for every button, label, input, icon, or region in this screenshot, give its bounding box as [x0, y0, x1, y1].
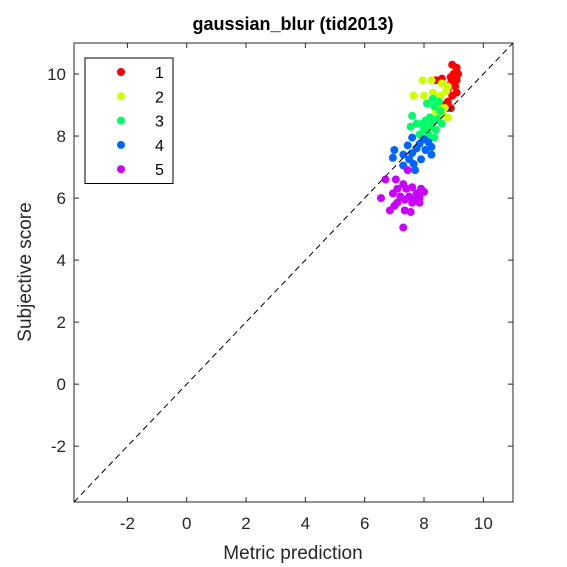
- data-point-series-3: [408, 111, 417, 120]
- data-point-series-2: [436, 91, 445, 100]
- data-point-series-2: [437, 79, 446, 88]
- data-point-series-4: [427, 142, 436, 151]
- x-tick-label: 10: [474, 514, 493, 533]
- data-point-series-2: [428, 88, 437, 97]
- data-point-series-2: [442, 87, 451, 96]
- legend-label-4: 4: [155, 138, 164, 155]
- data-point-series-5: [403, 166, 412, 175]
- data-point-series-5: [415, 198, 424, 207]
- y-tick-label: 4: [57, 251, 66, 270]
- x-tick-label: 8: [419, 514, 428, 533]
- data-point-series-1: [448, 91, 457, 100]
- axes-box: [73, 42, 514, 503]
- legend-label-5: 5: [155, 162, 164, 179]
- data-point-series-5: [388, 189, 397, 198]
- y-tick-label: 8: [57, 127, 66, 146]
- y-tick-label: 6: [57, 189, 66, 208]
- x-tick-label: 6: [360, 514, 369, 533]
- legend-marker-1: [117, 68, 125, 76]
- x-axis-label: Metric prediction: [223, 543, 362, 564]
- data-point-series-5: [399, 223, 408, 232]
- data-point-series-5: [385, 206, 394, 215]
- legend-marker-5: [117, 165, 125, 174]
- data-point-series-4: [390, 145, 399, 154]
- legend-marker-3: [117, 116, 125, 125]
- data-point-series-3: [412, 119, 421, 128]
- data-point-series-2: [409, 91, 418, 100]
- data-point-series-4: [388, 153, 397, 162]
- axes: -2 0 2 4 6 8 10 -2 0 2 4 6 8 10: [47, 42, 514, 533]
- legend-marker-4: [117, 140, 125, 149]
- x-tick-label: 2: [241, 514, 250, 533]
- legend-label-3: 3: [155, 114, 164, 131]
- data-point-series-1: [452, 76, 461, 85]
- x-tick-label: 0: [182, 514, 191, 533]
- data-point-series-2: [443, 113, 452, 122]
- data-point-series-5: [406, 208, 415, 217]
- data-point-series-3: [425, 122, 434, 131]
- data-point-series-5: [420, 187, 429, 196]
- data-point-series-5: [377, 194, 386, 203]
- data-points: [377, 60, 463, 232]
- data-point-series-1: [451, 82, 460, 91]
- data-point-series-4: [399, 150, 408, 159]
- data-point-series-4: [409, 159, 418, 168]
- legend: 1 2 3 4 5: [84, 57, 174, 184]
- data-point-series-4: [408, 133, 417, 142]
- x-tick-label: 4: [301, 514, 310, 533]
- x-tick-label: -2: [120, 514, 135, 533]
- data-point-series-3: [431, 125, 440, 134]
- data-point-series-3: [418, 119, 427, 128]
- data-point-series-1: [454, 70, 463, 79]
- legend-box: [84, 57, 174, 184]
- data-point-series-3: [428, 94, 437, 103]
- legend-label-2: 2: [155, 89, 164, 106]
- data-point-series-3: [437, 119, 446, 128]
- data-point-series-4: [417, 155, 426, 164]
- y-tick-label: -2: [51, 437, 66, 456]
- data-point-series-3: [406, 122, 415, 131]
- data-point-series-1: [452, 63, 461, 72]
- data-point-series-5: [402, 184, 411, 193]
- data-point-series-3: [430, 102, 439, 111]
- data-point-series-3: [436, 107, 445, 116]
- data-point-series-4: [411, 166, 420, 175]
- chart-title: gaussian_blur (tid2013): [192, 14, 393, 34]
- reference-line: [73, 42, 514, 503]
- data-point-series-5: [391, 175, 400, 184]
- data-point-series-3: [422, 99, 431, 108]
- y-tick-label: 0: [57, 375, 66, 394]
- data-point-series-3: [430, 133, 439, 142]
- data-point-series-5: [408, 198, 417, 207]
- y-axis-label: Subjective score: [15, 202, 36, 341]
- data-point-series-4: [403, 141, 412, 150]
- data-point-series-4: [421, 145, 430, 154]
- data-point-series-2: [420, 91, 429, 100]
- y-tick-label: 2: [57, 313, 66, 332]
- data-point-series-2: [427, 76, 436, 85]
- data-point-series-5: [400, 195, 409, 204]
- data-point-series-1: [446, 73, 455, 82]
- legend-marker-2: [117, 92, 125, 101]
- data-point-series-4: [427, 150, 436, 159]
- data-point-series-5: [381, 175, 390, 184]
- data-point-series-3: [428, 116, 437, 125]
- data-point-series-2: [418, 76, 427, 85]
- legend-label-1: 1: [155, 65, 164, 82]
- y-tick-label: 10: [47, 65, 66, 84]
